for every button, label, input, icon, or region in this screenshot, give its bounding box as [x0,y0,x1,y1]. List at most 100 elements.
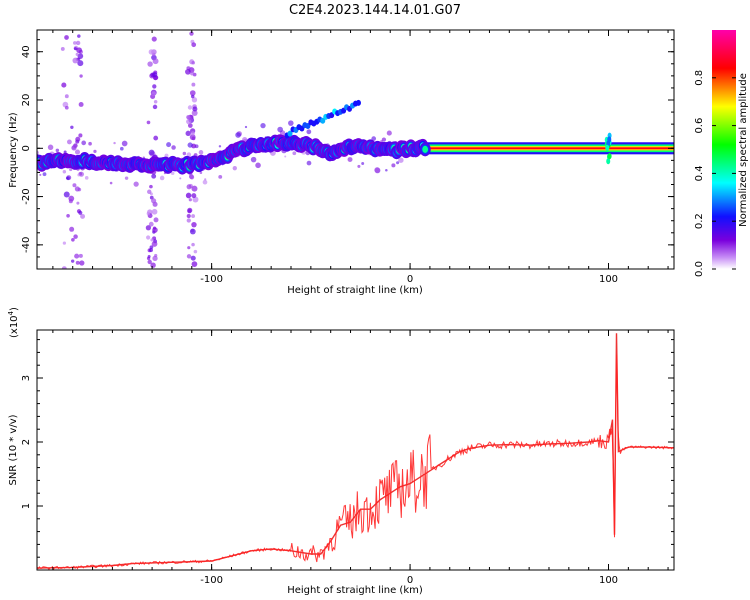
spectrogram-noise-dot [189,228,196,235]
spectrogram-noise-dot [191,193,197,199]
spectrogram-noise-dot [146,211,151,216]
spectrogram-noise-dot [187,246,191,250]
spectrogram-noise-dot [191,185,198,192]
snr-x-tick-label: 100 [599,575,618,586]
spectrogram-noise-dot [191,110,198,116]
spectrogram-noise-dot [61,82,67,88]
spectrogram-noise-dot [396,161,400,165]
spectrogram-noise-dot [151,36,157,42]
spectrogram-noise-dot [250,156,257,163]
spectrogram-noise-dot [192,196,199,203]
spectrogram-noise-dot [124,176,129,180]
spectrogram-noise-dot [190,131,195,136]
spectrogram-noise-dot [186,254,192,259]
spectrogram-noise-dot [385,169,388,172]
spectrogram-noise-dot [187,105,193,110]
spectrogram-noise-dot [75,136,81,142]
spectrogram-noise-dot [145,225,152,231]
spectrogram-noise-dot [186,184,192,190]
spectrogram-noise-dot [374,167,380,173]
spectrogram-noise-dot [77,173,81,177]
spectrogram-noise-dot [147,61,153,67]
spectrogram-noise-dot [191,42,197,48]
spectrogram-noise-dot [78,210,83,215]
spectrogram-noise-dot [204,178,207,181]
spectrogram-noise-dot [194,144,199,149]
spectrogram-noise-dot [153,217,159,223]
spectrogram-noise-dot [78,133,83,138]
spectrogram-noise-dot [149,184,153,189]
spectrogram-noise-dot [191,242,195,247]
spectrogram-noise-dot [186,152,192,157]
spectrogram-noise-dot [391,163,396,168]
spectrogram-noise-dot [170,171,175,175]
spectrogram-noise-dot [235,132,241,138]
spectrogram-noise-dot [193,249,198,254]
snr-y-tick-label: 1 [21,503,32,509]
spectrogram-frame [36,29,675,270]
spectrogram-noise-dot [191,214,196,218]
spectrogram-noise-dot [64,94,69,99]
spectrogram-noise-dot [186,218,191,223]
spectrogram-noise-dot [77,34,81,38]
spectrogram-noise-dot [186,118,192,125]
spectrogram-x-tick-label: -100 [200,274,223,285]
spectrogram-noise-dot [187,207,193,213]
spectrogram-harmonic-blob [329,112,335,119]
spectrogram-noise-dot [147,259,152,265]
spectrogram-noise-dot [75,260,80,265]
spectrogram-noise-dot [72,57,79,64]
spectrogram-noise-dot [189,90,196,96]
spectrogram-noise-dot [171,145,176,150]
spectrogram-noise-dot [63,191,70,198]
spectrogram-y-axis-label: Frequency (Hz) [8,112,19,188]
spectrogram-noise-dot [191,82,196,87]
spectrogram-noise-dot [146,120,151,125]
spectrogram-noise-dot [150,238,154,242]
snr-multiplier-exponent: 4 [7,310,15,315]
spectrogram-noise-dot [71,237,75,242]
snr-x-axis-label: Height of straight line (km) [287,585,423,596]
colorbar-scale [712,30,736,269]
spectrogram-noise-dot [150,72,156,78]
spectrogram-x-axis-label: Height of straight line (km) [287,285,423,296]
spectrogram-noise-dot [218,145,222,148]
colorbar-tick-label: 0.2 [694,213,705,229]
spectrogram-noise-dot [159,175,165,181]
spectrogram-noise-dot [306,160,312,166]
spectrogram-noise-dot [78,253,83,258]
spectrogram-noise-dot [146,235,151,240]
spectrogram-noise-dot [187,142,193,148]
spectrogram-noise-dot [151,208,158,215]
colorbar-ticks: 0.0 0.2 0.4 0.6 0.8 [694,70,736,277]
colorbar-tick-label: 0.4 [694,165,705,181]
spectrogram-noise-dot [62,241,67,245]
snr-y-axis-label: SNR (10 * v/v) [8,414,19,485]
spectrogram-noise-dot [152,227,158,233]
spectrogram-harmonic-blob [355,99,361,106]
spectrogram-noise-dot [66,139,72,145]
spectrogram-noise-dot [64,105,69,110]
spectrogram-noise-dot [77,53,84,59]
spectrogram-noise-dot [191,61,195,65]
spectrogram-noise-dot [133,181,139,187]
spectrogram-noise-dot [190,255,196,261]
spectrogram-noise-dot [88,141,92,146]
spectrogram-noise-dot [152,84,157,89]
spectrogram-noise-dot [386,130,392,136]
spectrogram-noise-dot [255,162,261,169]
spectrogram-noise-dot [73,47,77,51]
spectrogram-noise-dot [79,74,83,78]
spectrogram-noise-dot [292,151,297,156]
spectrogram-noise-dot [179,177,182,180]
spectrogram-noise-dot [47,144,54,151]
spectrogram-noise-dot [198,150,204,155]
spectrogram-noise-dot [185,130,191,137]
spectrogram-noise-dot [191,261,198,267]
snr-panel: -100 0 100 1 2 3 Height of straight line (km)… [7,307,675,596]
spectrogram-noise-dot [74,149,81,155]
spectrogram-noise-dot [148,221,154,227]
colorbar-label: Normalized spectral amplitude [738,73,749,227]
spectrogram-noise-dot [151,241,158,247]
